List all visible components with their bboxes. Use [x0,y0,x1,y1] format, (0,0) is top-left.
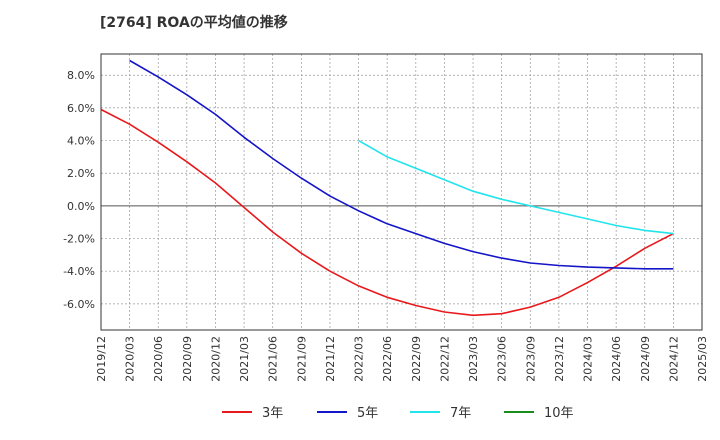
legend-label: 10年 [544,406,574,421]
x-tick-label: 2023/12 [553,336,566,382]
x-tick-label: 2024/03 [582,336,595,382]
axes [100,53,703,331]
legend-label: 5年 [357,406,378,421]
gridlines [101,54,702,330]
x-tick-label: 2020/06 [152,336,165,382]
x-tick-label: 2024/09 [639,336,652,382]
plot-area-border [100,53,703,331]
y-tick-label: 2.0% [67,167,95,180]
y-tick-label: -6.0% [63,298,95,311]
x-tick-label: 2024/12 [667,336,680,382]
x-tick-label: 2021/03 [238,336,251,382]
x-tick-label: 2022/09 [410,336,423,382]
x-tick-label: 2021/12 [324,336,337,382]
y-tick-label: 6.0% [67,102,95,115]
legend-label: 7年 [450,406,471,421]
x-tick-label: 2022/12 [438,336,451,382]
series-line-5年 [129,59,674,270]
series-lines [100,59,674,317]
x-tick-label: 2020/09 [181,336,194,382]
y-tick-label: 0.0% [67,200,95,213]
chart-title: [2764] ROAの平均値の推移 [100,14,288,31]
y-tick-label: 8.0% [67,69,95,82]
x-tick-label: 2022/06 [381,336,394,382]
legend: 3年 5年 7年 10年 [222,406,574,421]
x-tick-label: 2021/06 [267,336,280,382]
y-axis-ticks: 8.0% 6.0% 4.0% 2.0% 0.0% -2.0% -4.0% -6.0% [63,69,95,311]
series-line-3年 [100,108,674,317]
x-tick-label: 2021/09 [295,336,308,382]
x-tick-label: 2022/03 [353,336,366,382]
x-tick-label: 2024/06 [610,336,623,382]
x-tick-label: 2020/03 [124,336,137,382]
x-tick-label: 2019/12 [95,336,108,382]
legend-item: 5年 [317,406,378,421]
series-line-7年 [358,139,674,235]
legend-item: 3年 [222,406,283,421]
legend-item: 7年 [410,406,471,421]
x-tick-label: 2025/03 [696,336,709,382]
x-tick-label: 2023/06 [496,336,509,382]
x-axis-ticks: 2019/12 2020/03 2020/06 2020/09 2020/12 2021/… [95,336,709,382]
y-tick-label: 4.0% [67,135,95,148]
x-tick-label: 2023/09 [524,336,537,382]
x-tick-label: 2023/03 [467,336,480,382]
x-tick-label: 2020/12 [209,336,222,382]
y-tick-label: -4.0% [63,265,95,278]
legend-item: 10年 [504,406,574,421]
legend-label: 3年 [262,406,283,421]
y-tick-label: -2.0% [63,233,95,246]
